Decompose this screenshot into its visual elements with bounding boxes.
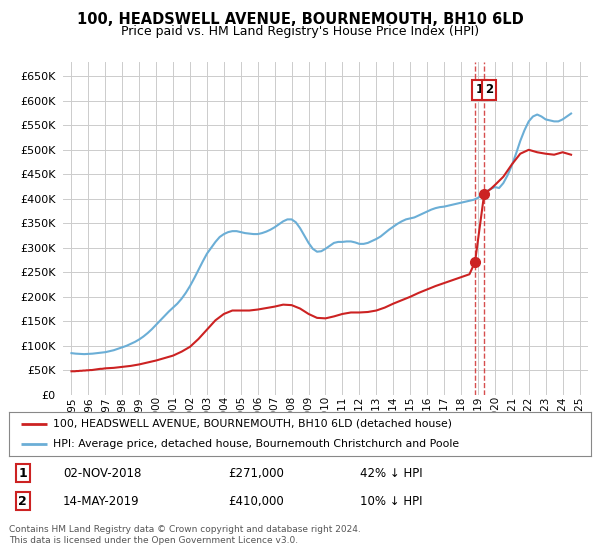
Text: 42% ↓ HPI: 42% ↓ HPI xyxy=(360,466,422,480)
Text: Price paid vs. HM Land Registry's House Price Index (HPI): Price paid vs. HM Land Registry's House … xyxy=(121,25,479,38)
Text: 2: 2 xyxy=(19,494,27,508)
Text: 10% ↓ HPI: 10% ↓ HPI xyxy=(360,494,422,508)
Text: 1: 1 xyxy=(475,83,484,96)
Text: HPI: Average price, detached house, Bournemouth Christchurch and Poole: HPI: Average price, detached house, Bour… xyxy=(53,439,459,449)
Text: £271,000: £271,000 xyxy=(228,466,284,480)
Text: 14-MAY-2019: 14-MAY-2019 xyxy=(63,494,140,508)
Text: 100, HEADSWELL AVENUE, BOURNEMOUTH, BH10 6LD: 100, HEADSWELL AVENUE, BOURNEMOUTH, BH10… xyxy=(77,12,523,27)
Text: £410,000: £410,000 xyxy=(228,494,284,508)
Text: 2: 2 xyxy=(485,83,493,96)
Text: 02-NOV-2018: 02-NOV-2018 xyxy=(63,466,142,480)
Text: 100, HEADSWELL AVENUE, BOURNEMOUTH, BH10 6LD (detached house): 100, HEADSWELL AVENUE, BOURNEMOUTH, BH10… xyxy=(53,419,452,429)
Text: 1: 1 xyxy=(19,466,27,480)
Text: Contains HM Land Registry data © Crown copyright and database right 2024.
This d: Contains HM Land Registry data © Crown c… xyxy=(9,525,361,545)
